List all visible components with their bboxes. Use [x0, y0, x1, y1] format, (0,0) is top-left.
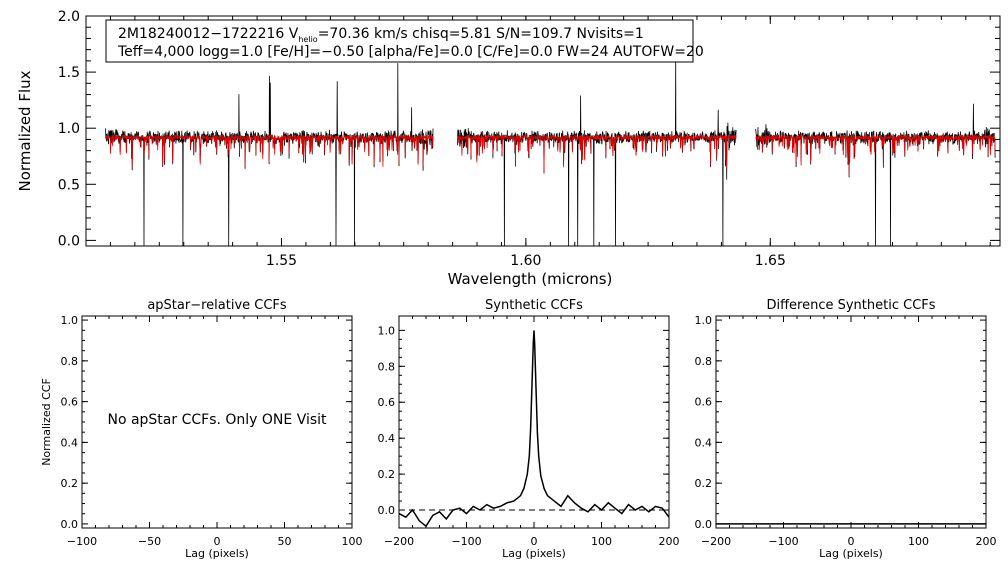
spectrum-xtick-label: 1.55	[266, 253, 297, 269]
spectrum-annotation: 2M18240012−1722216 Vhelio=70.36 km/s chi…	[105, 19, 704, 63]
apstar-ccf-xlabel: Lag (pixels)	[185, 547, 249, 560]
spectrum-panel: 1.55 1.60 1.65 0.0 0.5 1.0 1.5 2.0 Normalized F…	[16, 9, 1001, 288]
spectrum-xtick-label: 1.60	[510, 253, 541, 269]
spectrum-model-line	[755, 133, 996, 175]
ccf-ytick-label: 0.2	[61, 477, 79, 490]
spectrum-ytick-label: 2.0	[58, 9, 80, 25]
spectrum-model-line	[457, 133, 737, 174]
annotation-line-1: 2M18240012−1722216 Vhelio=70.36 km/s chi…	[118, 26, 644, 44]
ccf-ytick-label: 0.8	[695, 355, 713, 368]
ccf-xtick-label: 50	[278, 535, 292, 548]
difference-ccf-frame	[715, 315, 987, 529]
ccf-xtick-label: −100	[768, 535, 798, 548]
ccf-xtick-label: 0	[531, 535, 538, 548]
spectrum-observed-line	[457, 57, 737, 247]
ccf-ytick-label: 0.6	[378, 396, 396, 409]
difference-ccf-axes: −200 −100 0 100 200 0.0 0.2 0.4 0.6 0.8 1.0	[695, 314, 997, 548]
ccf-ytick-label: 0.6	[695, 396, 713, 409]
ccf-line-CCF	[398, 330, 670, 528]
apstar-ccf-ylabel: Normalized CCF	[40, 378, 53, 466]
spectrum-ytick-label: 0.0	[58, 233, 80, 249]
ccf-xtick-label: 100	[908, 535, 929, 548]
spectrum-ytick-label: 0.5	[58, 177, 80, 193]
ccf-ytick-label: 0.2	[378, 468, 396, 481]
ccf-xtick-label: −100	[67, 535, 97, 548]
difference-ccf-title: Difference Synthetic CCFs	[766, 298, 935, 313]
spectrum-xlabel: Wavelength (microns)	[448, 270, 613, 288]
ccf-ytick-label: 0.8	[378, 360, 396, 373]
spectrum-ylabel: Normalized Flux	[16, 70, 34, 191]
ccf-ytick-label: 0.4	[61, 436, 79, 449]
difference-ccf-xlabel: Lag (pixels)	[819, 547, 883, 560]
spectrum-xtick-label: 1.65	[755, 253, 786, 269]
spectrum-axes: 1.55 1.60 1.65 0.0 0.5 1.0 1.5 2.0	[58, 9, 1000, 269]
ccf-ytick-label: 0.4	[378, 432, 396, 445]
ccf-ytick-label: 0.0	[61, 518, 79, 531]
annotation-box	[105, 19, 694, 63]
synthetic-ccf-panel: Synthetic CCFs −200 −100 0 100 200 0.0 0.2 0.4 0…	[378, 298, 680, 560]
ccf-ytick-label: 0.6	[61, 396, 79, 409]
spectrum-observed-line	[755, 103, 996, 247]
synthetic-ccf-title: Synthetic CCFs	[485, 298, 583, 313]
ccf-ytick-label: 0.0	[695, 518, 713, 531]
ccf-xtick-label: 100	[342, 535, 363, 548]
apstar-ccf-note: No apStar CCFs. Only ONE Visit	[107, 412, 327, 428]
ccf-ytick-label: 0.4	[695, 436, 713, 449]
synthetic-ccf-axes: −200 −100 0 100 200 0.0 0.2 0.4 0.6 0.8 1.0	[378, 316, 680, 548]
ccf-xtick-label: −100	[451, 535, 481, 548]
apstar-ccf-axes: −100 −50 0 50 100 0.0 0.2 0.4 0.6 0.8 1.0	[61, 314, 363, 548]
synthetic-ccf-frame	[398, 315, 670, 529]
ccf-xtick-label: −50	[138, 535, 161, 548]
spectrum-series	[105, 57, 996, 247]
difference-ccf-panel: Difference Synthetic CCFs −200 −100 0 100 20…	[695, 298, 997, 560]
spectrum-observed-line	[105, 63, 434, 247]
annotation-line-2: Teff=4,000 logg=1.0 [Fe/H]=−0.50 [alpha/…	[117, 44, 704, 60]
ccf-xtick-label: −200	[701, 535, 731, 548]
ccf-xtick-label: 0	[214, 535, 221, 548]
ccf-xtick-label: 200	[659, 535, 680, 548]
spectrum-model-line	[105, 133, 434, 167]
ccf-ytick-label: 1.0	[695, 314, 713, 327]
apstar-ccf-panel: apStar−relative CCFs −100 −50 0 50 100 0.0 0.2…	[40, 298, 363, 560]
ccf-xtick-label: 200	[976, 535, 997, 548]
ccf-xtick-label: 0	[848, 535, 855, 548]
apstar-ccf-title: apStar−relative CCFs	[147, 298, 287, 313]
spectrum-ytick-label: 1.5	[58, 65, 80, 81]
synthetic-ccf-xlabel: Lag (pixels)	[502, 547, 566, 560]
spectrum-frame	[85, 15, 1001, 247]
ccf-ytick-label: 1.0	[378, 324, 396, 337]
ccf-ytick-label: 0.0	[378, 504, 396, 517]
spectrum-ytick-label: 1.0	[58, 121, 80, 137]
ccf-ytick-label: 1.0	[61, 314, 79, 327]
ccf-ytick-label: 0.2	[695, 477, 713, 490]
synthetic-ccf-series	[398, 330, 670, 528]
ccf-xtick-label: 100	[591, 535, 612, 548]
ccf-ytick-label: 0.8	[61, 355, 79, 368]
ccf-xtick-label: −200	[384, 535, 414, 548]
